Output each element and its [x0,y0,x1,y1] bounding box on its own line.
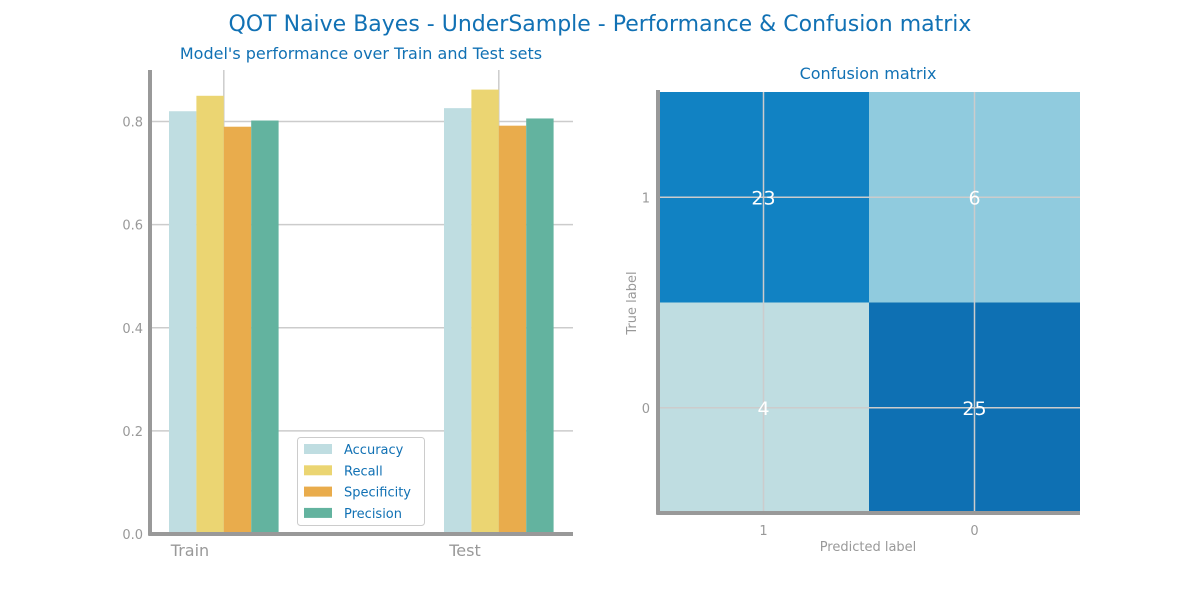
legend-swatch-accuracy [304,444,332,454]
legend-label-specificity: Specificity [344,486,411,501]
bar-legend: Accuracy Recall Specificity Precision [297,437,425,526]
bar-specificity-test [498,125,527,535]
legend-label-precision: Precision [344,507,402,522]
confusion-matrix-title: Confusion matrix [800,64,937,83]
y-tick-label: 0.6 [122,219,143,234]
cm-x-tick-label: 0 [970,524,978,539]
legend-swatch-recall [304,465,332,476]
bar-axes: 0.0 0.2 0.4 0.6 0.8 Train Test [122,70,573,560]
legend-label-accuracy: Accuracy [344,443,404,458]
bar-accuracy-train [169,111,197,534]
confusion-matrix: Confusion matrix 23 6 4 25 1 0 1 0 Predicted l… [625,64,1080,555]
legend-box [297,437,425,526]
cm-ylabel: True label [625,271,640,335]
bar-precision-test [526,118,554,534]
cm-xlabel: Predicted label [820,540,917,555]
cm-cells: 23 6 4 25 [658,92,1080,513]
bar-chart: Model's performance over Train and Test … [122,44,573,560]
cm-y-tick-label: 1 [642,191,650,206]
bar-specificity-train [223,126,252,534]
cm-y-tick-label: 0 [642,402,650,417]
y-tick-label: 0.4 [122,322,143,337]
cm-x-tick-label: 1 [759,524,767,539]
cm-cell-value: 25 [962,398,986,420]
legend-swatch-precision [304,507,332,518]
bar-recall-test [471,89,499,534]
bar-accuracy-test [444,108,472,534]
bar-precision-train [251,120,279,534]
y-tick-label: 0.2 [122,425,143,440]
legend-label-recall: Recall [344,464,383,479]
figure-title: QOT Naive Bayes - UnderSample - Performa… [229,12,972,37]
bar-marks [169,89,554,535]
cm-cell-value: 23 [751,187,775,209]
cm-axes: 1 0 1 0 [642,90,1080,539]
cm-cell-value: 4 [757,398,769,420]
cm-cell-value: 6 [968,187,980,209]
bar-recall-train [196,95,224,535]
legend-swatch-specificity [304,486,332,497]
x-tick-label: Test [448,541,481,560]
x-tick-label: Train [170,541,209,560]
y-tick-label: 0.8 [122,116,143,131]
bar-chart-title: Model's performance over Train and Test … [180,44,542,63]
y-tick-label: 0.0 [122,528,143,543]
